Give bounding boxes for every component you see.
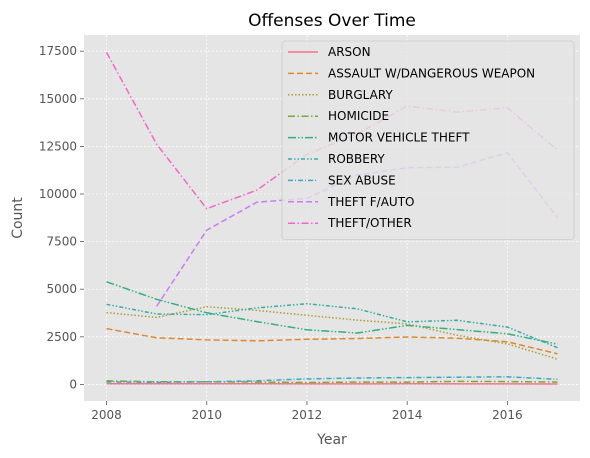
legend-label: ARSON (328, 45, 371, 59)
x-tick-label: 2014 (392, 408, 423, 422)
legend-label: MOTOR VEHICLE THEFT (328, 131, 470, 145)
series-line (106, 327, 558, 355)
y-tick-label: 10000 (39, 187, 77, 201)
legend-label: BURGLARY (328, 88, 393, 102)
x-tick-labels: 2008 2010 2012 2014 2016 (91, 401, 523, 422)
legend-label: THEFT F/AUTO (327, 195, 414, 209)
x-axis-label: Year (316, 432, 347, 448)
y-tick-labels: 0 2500 5000 7500 10000 12500 15000 17500 (39, 44, 84, 391)
legend-label: SEX ABUSE (328, 173, 396, 187)
legend-label: ASSAULT W/DANGEROUS WEAPON (328, 66, 535, 80)
series-line (106, 380, 558, 384)
x-tick-label: 2010 (191, 408, 222, 422)
legend-label: THEFT/OTHER (327, 216, 412, 230)
y-tick-label: 5000 (46, 282, 77, 296)
y-axis-label: Count (10, 197, 26, 239)
chart-title: Offenses Over Time (248, 11, 416, 31)
legend-label: HOMICIDE (328, 109, 389, 123)
y-tick-label: 0 (69, 377, 77, 391)
series-line (106, 302, 558, 349)
y-tick-label: 15000 (39, 92, 77, 106)
legend: ARSON ASSAULT W/DANGEROUS WEAPON BURGLARY H… (281, 40, 575, 241)
x-tick-label: 2012 (292, 408, 323, 422)
y-tick-label: 2500 (46, 330, 77, 344)
legend-box (281, 40, 575, 241)
y-tick-label: 7500 (46, 235, 77, 249)
y-tick-label: 12500 (39, 139, 77, 153)
y-tick-label: 17500 (39, 44, 77, 58)
x-tick-label: 2008 (91, 408, 122, 422)
series-line (106, 281, 558, 345)
legend-label: ROBBERY (328, 152, 385, 166)
x-tick-label: 2016 (492, 408, 523, 422)
